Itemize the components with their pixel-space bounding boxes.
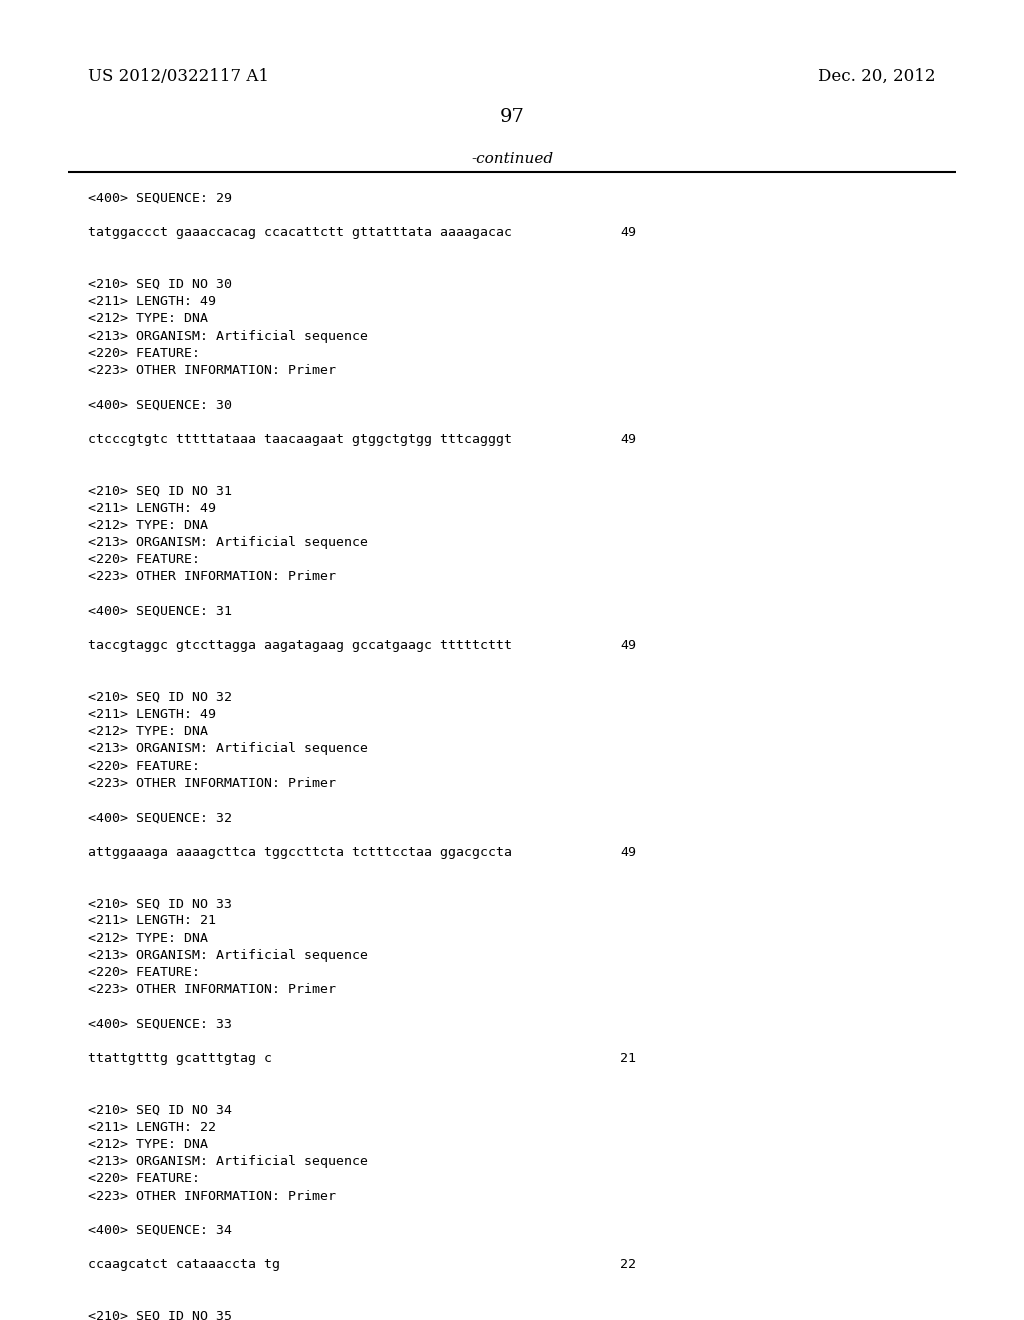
Text: <220> FEATURE:: <220> FEATURE:: [88, 1172, 200, 1185]
Text: 49: 49: [620, 639, 636, 652]
Text: <213> ORGANISM: Artificial sequence: <213> ORGANISM: Artificial sequence: [88, 536, 368, 549]
Text: Dec. 20, 2012: Dec. 20, 2012: [818, 69, 936, 84]
Text: <220> FEATURE:: <220> FEATURE:: [88, 553, 200, 566]
Text: attggaaaga aaaagcttca tggccttcta tctttcctaa ggacgccta: attggaaaga aaaagcttca tggccttcta tctttcc…: [88, 846, 512, 858]
Text: ccaagcatct cataaaccta tg: ccaagcatct cataaaccta tg: [88, 1258, 280, 1271]
Text: <213> ORGANISM: Artificial sequence: <213> ORGANISM: Artificial sequence: [88, 330, 368, 343]
Text: <400> SEQUENCE: 29: <400> SEQUENCE: 29: [88, 191, 232, 205]
Text: 21: 21: [620, 1052, 636, 1065]
Text: <212> TYPE: DNA: <212> TYPE: DNA: [88, 313, 208, 326]
Text: ctcccgtgtc tttttataaa taacaagaat gtggctgtgg tttcagggt: ctcccgtgtc tttttataaa taacaagaat gtggctg…: [88, 433, 512, 446]
Text: <210> SEQ ID NO 31: <210> SEQ ID NO 31: [88, 484, 232, 498]
Text: <210> SEQ ID NO 34: <210> SEQ ID NO 34: [88, 1104, 232, 1117]
Text: <220> FEATURE:: <220> FEATURE:: [88, 759, 200, 772]
Text: <400> SEQUENCE: 30: <400> SEQUENCE: 30: [88, 399, 232, 412]
Text: <400> SEQUENCE: 33: <400> SEQUENCE: 33: [88, 1018, 232, 1031]
Text: US 2012/0322117 A1: US 2012/0322117 A1: [88, 69, 269, 84]
Text: <212> TYPE: DNA: <212> TYPE: DNA: [88, 932, 208, 945]
Text: <220> FEATURE:: <220> FEATURE:: [88, 966, 200, 979]
Text: -continued: -continued: [471, 152, 553, 166]
Text: <211> LENGTH: 49: <211> LENGTH: 49: [88, 296, 216, 308]
Text: <400> SEQUENCE: 31: <400> SEQUENCE: 31: [88, 605, 232, 618]
Text: 97: 97: [500, 108, 524, 125]
Text: <212> TYPE: DNA: <212> TYPE: DNA: [88, 519, 208, 532]
Text: ttattgtttg gcatttgtag c: ttattgtttg gcatttgtag c: [88, 1052, 272, 1065]
Text: <212> TYPE: DNA: <212> TYPE: DNA: [88, 725, 208, 738]
Text: <210> SEQ ID NO 33: <210> SEQ ID NO 33: [88, 898, 232, 911]
Text: <223> OTHER INFORMATION: Primer: <223> OTHER INFORMATION: Primer: [88, 364, 336, 378]
Text: <213> ORGANISM: Artificial sequence: <213> ORGANISM: Artificial sequence: [88, 742, 368, 755]
Text: <211> LENGTH: 21: <211> LENGTH: 21: [88, 915, 216, 928]
Text: <211> LENGTH: 49: <211> LENGTH: 49: [88, 502, 216, 515]
Text: <213> ORGANISM: Artificial sequence: <213> ORGANISM: Artificial sequence: [88, 1155, 368, 1168]
Text: <400> SEQUENCE: 32: <400> SEQUENCE: 32: [88, 812, 232, 824]
Text: taccgtaggc gtccttagga aagatagaag gccatgaagc tttttcttt: taccgtaggc gtccttagga aagatagaag gccatga…: [88, 639, 512, 652]
Text: <400> SEQUENCE: 34: <400> SEQUENCE: 34: [88, 1224, 232, 1237]
Text: <220> FEATURE:: <220> FEATURE:: [88, 347, 200, 360]
Text: <223> OTHER INFORMATION: Primer: <223> OTHER INFORMATION: Primer: [88, 570, 336, 583]
Text: <223> OTHER INFORMATION: Primer: <223> OTHER INFORMATION: Primer: [88, 983, 336, 997]
Text: 49: 49: [620, 846, 636, 858]
Text: <223> OTHER INFORMATION: Primer: <223> OTHER INFORMATION: Primer: [88, 776, 336, 789]
Text: <210> SEQ ID NO 30: <210> SEQ ID NO 30: [88, 279, 232, 290]
Text: <212> TYPE: DNA: <212> TYPE: DNA: [88, 1138, 208, 1151]
Text: <211> LENGTH: 49: <211> LENGTH: 49: [88, 708, 216, 721]
Text: 22: 22: [620, 1258, 636, 1271]
Text: 49: 49: [620, 227, 636, 239]
Text: <210> SEQ ID NO 35: <210> SEQ ID NO 35: [88, 1309, 232, 1320]
Text: 49: 49: [620, 433, 636, 446]
Text: <210> SEQ ID NO 32: <210> SEQ ID NO 32: [88, 690, 232, 704]
Text: <211> LENGTH: 22: <211> LENGTH: 22: [88, 1121, 216, 1134]
Text: <223> OTHER INFORMATION: Primer: <223> OTHER INFORMATION: Primer: [88, 1189, 336, 1203]
Text: tatggaccct gaaaccacag ccacattctt gttatttata aaaagacac: tatggaccct gaaaccacag ccacattctt gttattt…: [88, 227, 512, 239]
Text: <213> ORGANISM: Artificial sequence: <213> ORGANISM: Artificial sequence: [88, 949, 368, 962]
